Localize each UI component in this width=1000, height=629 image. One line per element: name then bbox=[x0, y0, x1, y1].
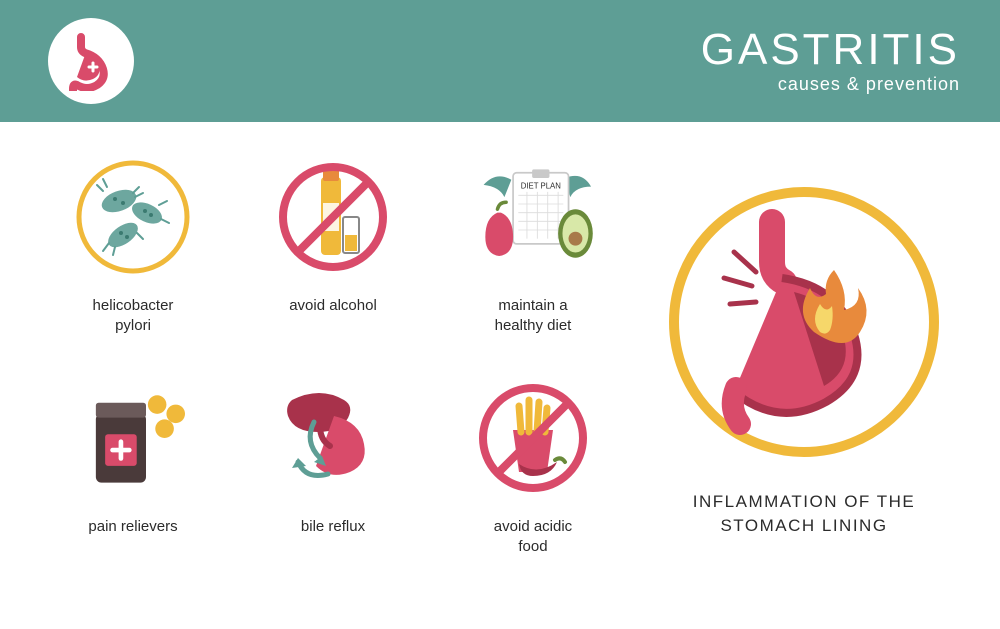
causes-grid: helicobacterpylori avoid alcohol bbox=[48, 152, 618, 557]
main-panel: INFLAMMATION OF THESTOMACH LINING bbox=[648, 152, 960, 557]
diet-icon: DIET PLAN bbox=[468, 152, 598, 282]
header-title: GASTRITIS bbox=[701, 28, 960, 72]
diet-label: maintain ahealthy diet bbox=[495, 296, 572, 337]
helicobacter-icon bbox=[68, 152, 198, 282]
cell-helicobacter: helicobacterpylori bbox=[48, 152, 218, 337]
cell-diet: DIET PLAN main bbox=[448, 152, 618, 337]
cell-alcohol: avoid alcohol bbox=[248, 152, 418, 337]
header: GASTRITIS causes & prevention bbox=[0, 0, 1000, 122]
cell-acidic: avoid acidicfood bbox=[448, 373, 618, 558]
pain-icon bbox=[68, 373, 198, 503]
header-text-block: GASTRITIS causes & prevention bbox=[701, 28, 960, 95]
content-area: helicobacterpylori avoid alcohol bbox=[0, 122, 1000, 577]
diet-plan-text: DIET PLAN bbox=[521, 181, 561, 190]
main-caption: INFLAMMATION OF THESTOMACH LINING bbox=[693, 490, 915, 538]
main-circle bbox=[664, 182, 944, 462]
pain-label: pain relievers bbox=[88, 517, 177, 537]
stomach-logo-icon bbox=[61, 31, 121, 91]
helicobacter-label: helicobacterpylori bbox=[93, 296, 174, 337]
cell-bile: bile reflux bbox=[248, 373, 418, 558]
acidic-label: avoid acidicfood bbox=[494, 517, 572, 558]
alcohol-icon bbox=[268, 152, 398, 282]
cell-pain: pain relievers bbox=[48, 373, 218, 558]
alcohol-label: avoid alcohol bbox=[289, 296, 377, 316]
acidic-icon bbox=[468, 373, 598, 503]
bile-label: bile reflux bbox=[301, 517, 365, 537]
header-logo-circle bbox=[48, 18, 134, 104]
bile-icon bbox=[268, 373, 398, 503]
header-subtitle: causes & prevention bbox=[701, 74, 960, 95]
